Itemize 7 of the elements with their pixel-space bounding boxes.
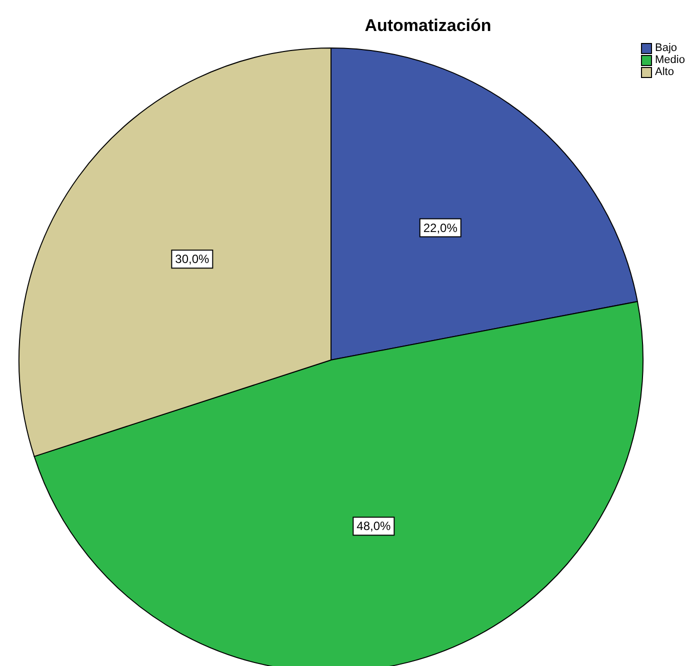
data-label: 30,0% — [175, 252, 210, 266]
legend-label: Bajo — [655, 42, 678, 54]
legend-label: Alto — [655, 66, 674, 78]
chart-title: Automatización — [364, 16, 492, 36]
data-label: 48,0% — [356, 519, 392, 534]
data-label: 22,0% — [423, 220, 458, 235]
legend-label: Medio — [655, 54, 685, 66]
